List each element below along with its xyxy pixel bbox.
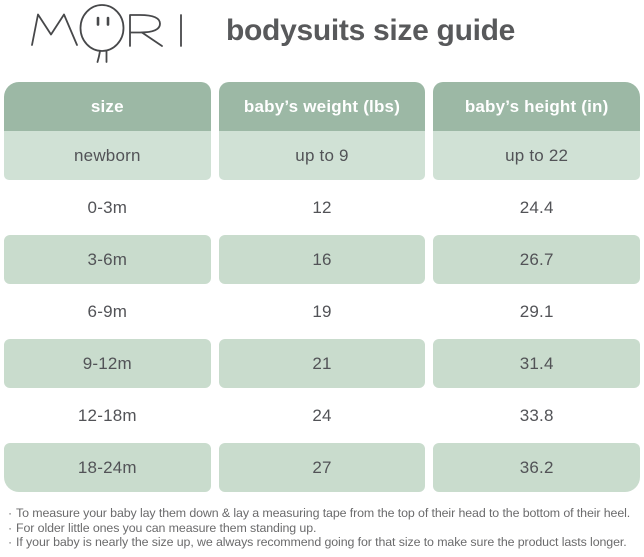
cell-size: 12-18m xyxy=(77,405,137,425)
cell-size: 9-12m xyxy=(4,339,211,388)
cell-height: 29.1 xyxy=(519,301,554,321)
note-bullet: · xyxy=(8,520,13,535)
cell-height: up to 22 xyxy=(433,131,640,180)
cell-height: 36.2 xyxy=(433,443,640,492)
note-bullet: · xyxy=(8,535,13,550)
note-text: For older little ones you can measure th… xyxy=(16,520,317,535)
cell-size: 18-24m xyxy=(4,443,211,492)
logo-letter-r xyxy=(129,14,161,47)
cell-height: 31.4 xyxy=(433,339,640,388)
cell-weight: 12 xyxy=(312,197,332,217)
cell-height: 26.7 xyxy=(433,235,640,284)
column-header-size: size xyxy=(4,82,211,131)
cell-height: 24.4 xyxy=(519,197,554,217)
table-row-12-18m: 12-18m 24 33.8 xyxy=(4,391,640,440)
table-header-row: size baby’s weight (lbs) baby’s height (… xyxy=(4,82,640,131)
logo-letter-m xyxy=(31,13,78,46)
note-line: · For older little ones you can measure t… xyxy=(8,521,644,536)
mori-logo xyxy=(20,1,186,65)
note-bullet: · xyxy=(8,506,13,520)
column-header-weight: baby’s weight (lbs) xyxy=(218,82,426,131)
note-text: If your baby is nearly the size up, we a… xyxy=(16,535,627,550)
logo-letter-o-face xyxy=(79,4,125,52)
table-row-6-9m: 6-9m 19 29.1 xyxy=(4,287,640,336)
cell-size: newborn xyxy=(4,131,211,180)
measurement-notes: · To measure your baby lay them down & la… xyxy=(8,506,644,550)
cell-weight: up to 9 xyxy=(218,131,426,180)
cell-weight: 19 xyxy=(312,301,332,321)
column-header-height: baby’s height (in) xyxy=(433,82,640,131)
note-line: · If your baby is nearly the size up, we … xyxy=(8,535,644,550)
table-row-9-12m: 9-12m 21 31.4 xyxy=(4,339,640,388)
cell-weight: 27 xyxy=(218,443,426,492)
cell-size: 0-3m xyxy=(87,197,128,217)
note-text: To measure your baby lay them down & lay… xyxy=(16,506,631,520)
size-guide-table: size baby’s weight (lbs) baby’s height (… xyxy=(4,82,640,495)
logo-letter-r-leg xyxy=(141,31,163,47)
mori-logo-mark xyxy=(31,4,182,63)
cell-size: 6-9m xyxy=(87,301,128,321)
cell-weight: 16 xyxy=(218,235,426,284)
logo-face-left-leg xyxy=(96,50,101,63)
note-line: · To measure your baby lay them down & la… xyxy=(8,506,644,521)
table-row-0-3m: 0-3m 12 24.4 xyxy=(4,183,640,232)
cell-weight: 24 xyxy=(312,405,332,425)
table-row-18-24m: 18-24m 27 36.2 xyxy=(4,443,640,492)
cell-size: 3-6m xyxy=(4,235,211,284)
table-row-newborn: newborn up to 9 up to 22 xyxy=(4,131,640,180)
page-title: bodysuits size guide xyxy=(226,14,516,47)
cell-height: 33.8 xyxy=(519,405,554,425)
cell-weight: 21 xyxy=(218,339,426,388)
table-row-3-6m: 3-6m 16 26.7 xyxy=(4,235,640,284)
